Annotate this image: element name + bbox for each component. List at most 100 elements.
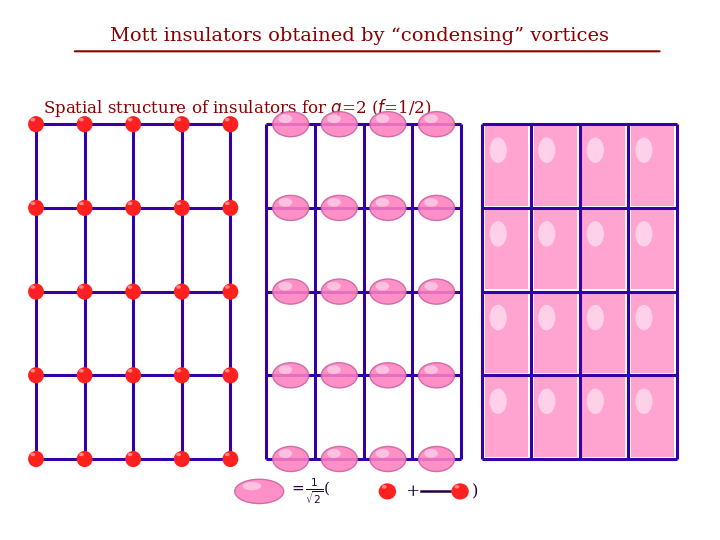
Ellipse shape	[376, 282, 390, 291]
Ellipse shape	[225, 453, 230, 456]
Ellipse shape	[174, 116, 190, 132]
Ellipse shape	[327, 449, 341, 458]
Ellipse shape	[28, 200, 44, 216]
Ellipse shape	[125, 367, 141, 383]
Ellipse shape	[327, 282, 341, 291]
Ellipse shape	[28, 451, 44, 467]
Ellipse shape	[28, 284, 44, 300]
Ellipse shape	[490, 138, 507, 163]
Bar	[582, 294, 625, 373]
Ellipse shape	[370, 112, 406, 137]
Text: $=\!\frac{1}{\sqrt{2}}$(: $=\!\frac{1}{\sqrt{2}}$(	[289, 477, 330, 506]
Ellipse shape	[79, 453, 84, 456]
Ellipse shape	[77, 284, 93, 300]
Ellipse shape	[222, 367, 238, 383]
Ellipse shape	[77, 200, 93, 216]
Ellipse shape	[538, 138, 555, 163]
Ellipse shape	[370, 279, 406, 304]
Ellipse shape	[176, 453, 181, 456]
Ellipse shape	[490, 389, 507, 414]
Ellipse shape	[125, 116, 141, 132]
Bar	[582, 377, 625, 457]
Bar	[534, 126, 577, 206]
Ellipse shape	[321, 195, 357, 220]
Ellipse shape	[379, 483, 396, 500]
Ellipse shape	[125, 200, 141, 216]
Ellipse shape	[327, 198, 341, 207]
Ellipse shape	[538, 389, 555, 414]
Bar	[534, 377, 577, 457]
Ellipse shape	[279, 114, 292, 123]
Ellipse shape	[490, 221, 507, 247]
Ellipse shape	[635, 138, 652, 163]
Bar	[485, 126, 528, 206]
Ellipse shape	[273, 279, 309, 304]
Ellipse shape	[127, 285, 132, 289]
Ellipse shape	[30, 118, 35, 122]
Bar	[631, 126, 674, 206]
Ellipse shape	[125, 451, 141, 467]
Ellipse shape	[79, 118, 84, 122]
Ellipse shape	[79, 201, 84, 205]
Bar	[631, 294, 674, 373]
Ellipse shape	[77, 116, 93, 132]
Ellipse shape	[370, 447, 406, 471]
Ellipse shape	[327, 366, 341, 374]
Ellipse shape	[30, 285, 35, 289]
Ellipse shape	[376, 366, 390, 374]
Bar	[485, 294, 528, 373]
Bar	[485, 210, 528, 289]
Ellipse shape	[538, 305, 555, 330]
Ellipse shape	[418, 447, 454, 471]
Ellipse shape	[418, 112, 454, 137]
Text: ): )	[472, 483, 479, 500]
Ellipse shape	[327, 114, 341, 123]
Bar	[485, 377, 528, 457]
Ellipse shape	[424, 282, 438, 291]
Ellipse shape	[424, 198, 438, 207]
Bar	[582, 126, 625, 206]
Bar	[534, 294, 577, 373]
Ellipse shape	[587, 138, 604, 163]
Ellipse shape	[225, 369, 230, 373]
Ellipse shape	[28, 367, 44, 383]
Ellipse shape	[28, 116, 44, 132]
Ellipse shape	[222, 116, 238, 132]
Ellipse shape	[279, 282, 292, 291]
Ellipse shape	[424, 449, 438, 458]
Ellipse shape	[79, 285, 84, 289]
Ellipse shape	[273, 447, 309, 471]
Text: Mott insulators obtained by “condensing” vortices: Mott insulators obtained by “condensing”…	[110, 27, 610, 45]
Ellipse shape	[279, 198, 292, 207]
Ellipse shape	[125, 284, 141, 300]
Ellipse shape	[30, 369, 35, 373]
Bar	[631, 210, 674, 289]
Ellipse shape	[418, 279, 454, 304]
Ellipse shape	[454, 485, 459, 489]
Ellipse shape	[587, 389, 604, 414]
Ellipse shape	[424, 366, 438, 374]
Ellipse shape	[451, 483, 469, 500]
Ellipse shape	[176, 201, 181, 205]
Ellipse shape	[538, 221, 555, 247]
Ellipse shape	[273, 363, 309, 388]
Text: +: +	[401, 483, 426, 500]
Ellipse shape	[235, 480, 284, 503]
Ellipse shape	[127, 201, 132, 205]
Ellipse shape	[243, 482, 261, 490]
Ellipse shape	[321, 363, 357, 388]
Ellipse shape	[635, 221, 652, 247]
Ellipse shape	[222, 284, 238, 300]
Ellipse shape	[30, 201, 35, 205]
Ellipse shape	[279, 366, 292, 374]
Ellipse shape	[30, 453, 35, 456]
Bar	[534, 210, 577, 289]
Ellipse shape	[587, 305, 604, 330]
Ellipse shape	[382, 485, 387, 489]
Bar	[631, 377, 674, 457]
Ellipse shape	[376, 114, 390, 123]
Ellipse shape	[370, 195, 406, 220]
Ellipse shape	[77, 367, 93, 383]
Ellipse shape	[222, 451, 238, 467]
Ellipse shape	[376, 198, 390, 207]
